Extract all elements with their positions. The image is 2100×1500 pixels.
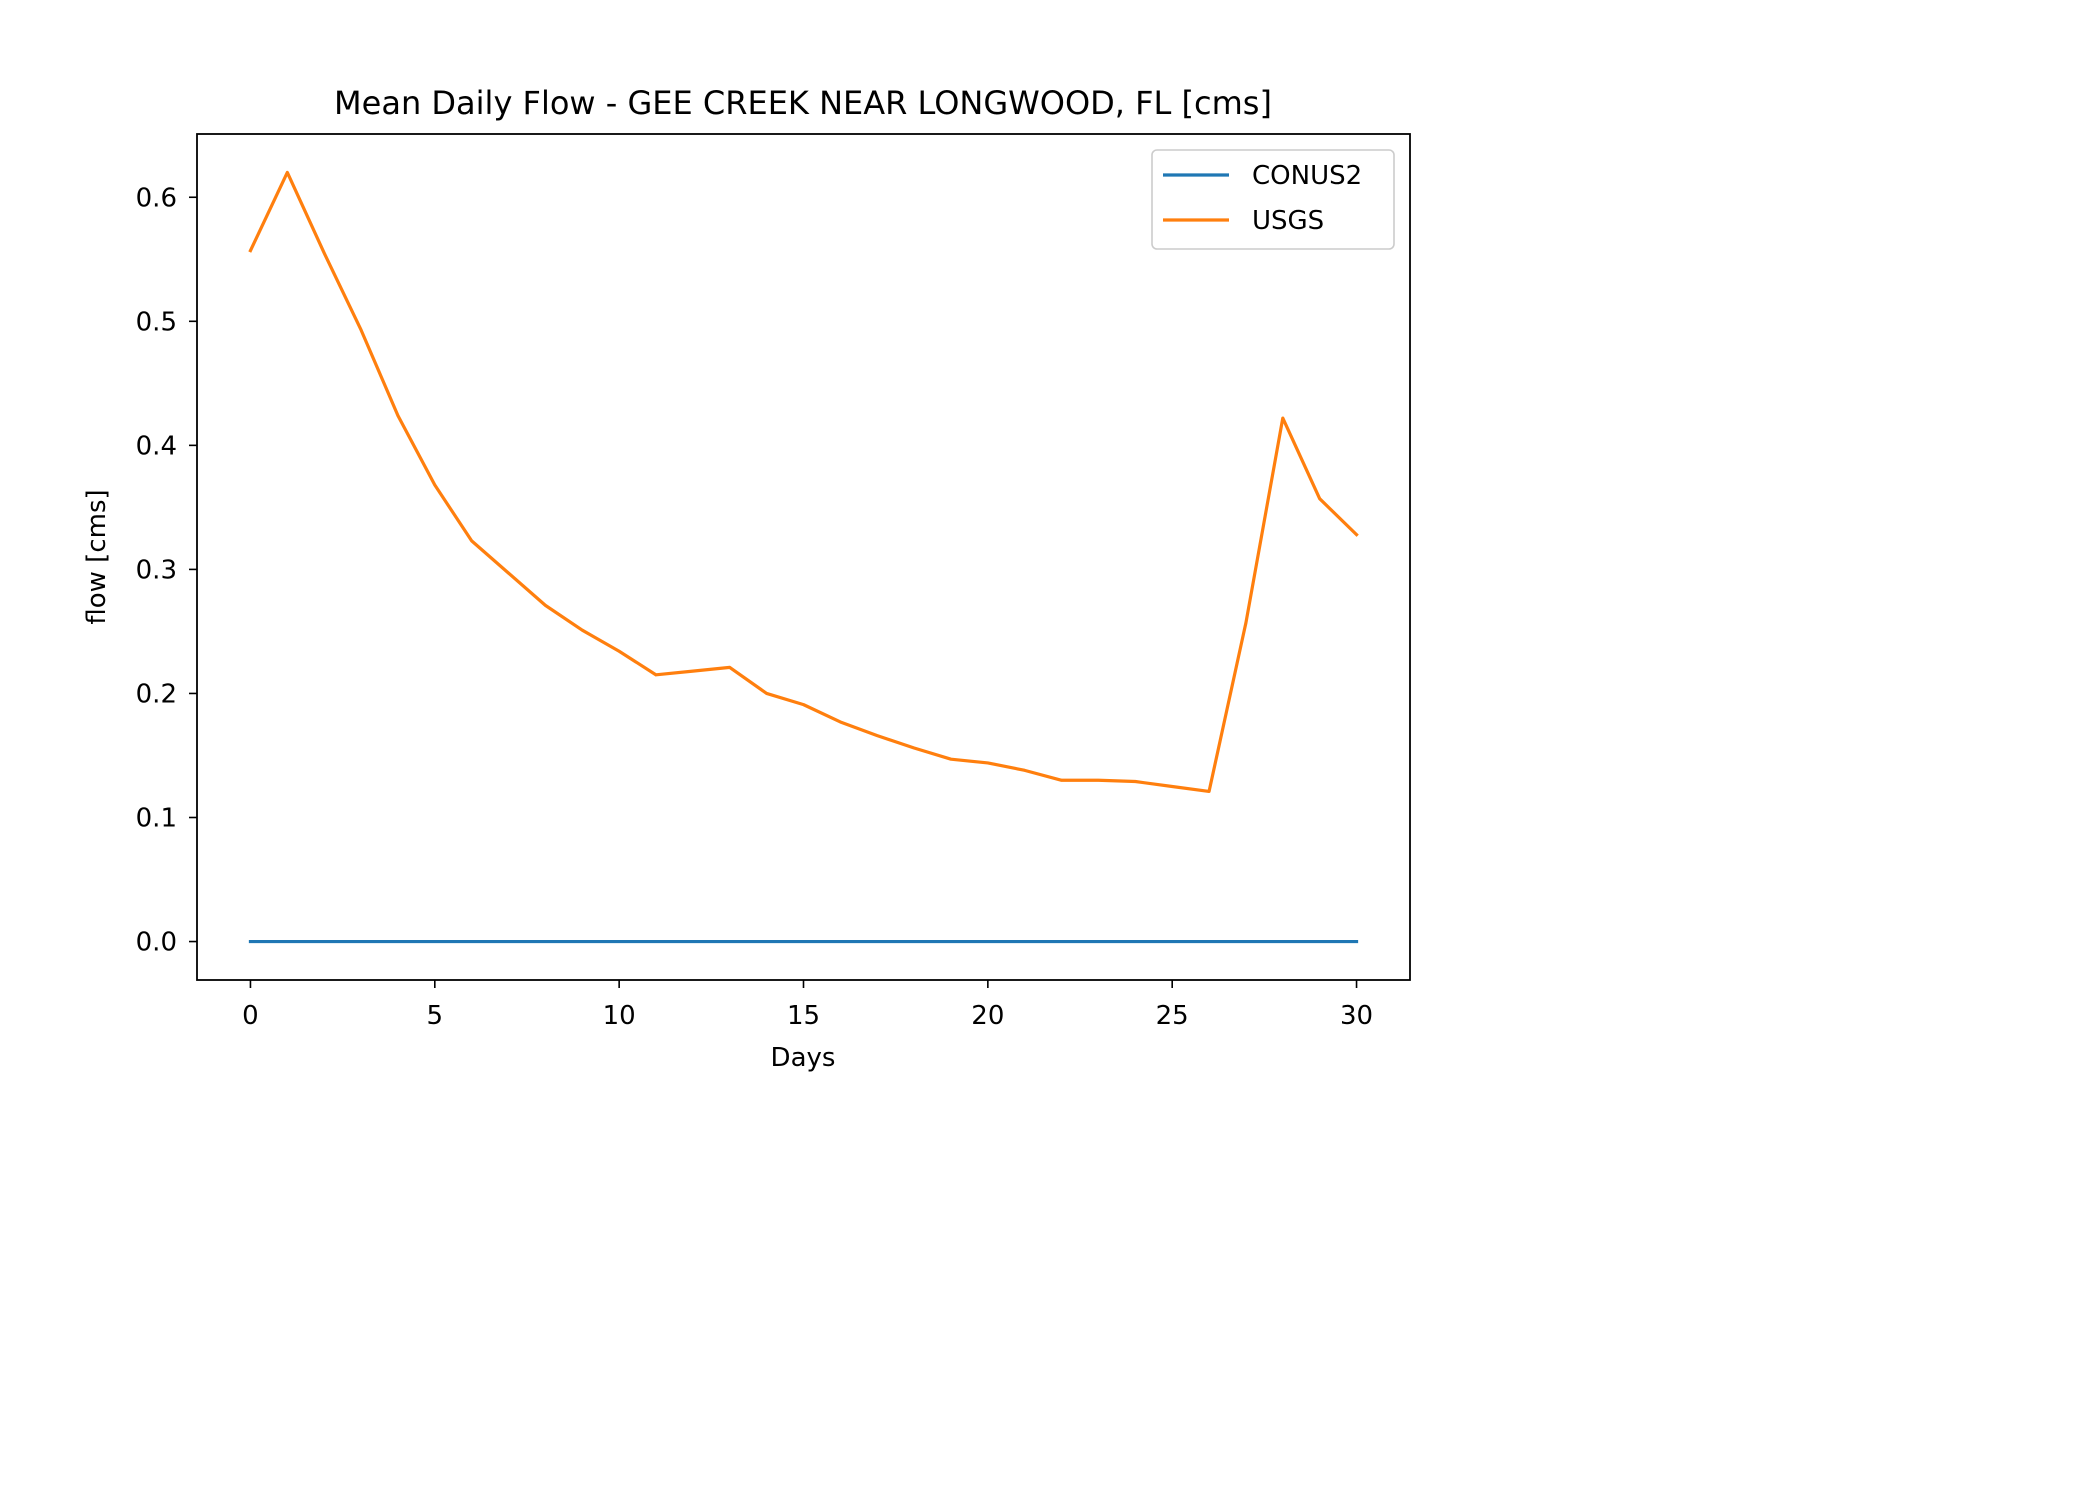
x-tick-label: 30 [1340, 1001, 1373, 1031]
y-axis-label: flow [cms] [82, 489, 112, 624]
data-point-usgs [396, 414, 399, 417]
data-point-conus2 [544, 940, 547, 943]
data-point-conus2 [433, 940, 436, 943]
legend-entries: CONUS2 USGS [1163, 161, 1362, 236]
data-point-usgs [249, 249, 252, 252]
data-point-usgs [507, 572, 510, 575]
data-point-usgs [1060, 779, 1063, 782]
x-tick-label: 15 [787, 1001, 820, 1031]
data-point-conus2 [323, 940, 326, 943]
legend-label-usgs: USGS [1252, 206, 1324, 236]
data-point-conus2 [249, 940, 252, 943]
y-tick-label: 0.2 [136, 679, 177, 709]
x-axis-label: Days [771, 1043, 836, 1073]
data-point-usgs [470, 539, 473, 542]
data-point-usgs [360, 328, 363, 331]
data-point-usgs [1281, 417, 1284, 420]
data-point-conus2 [360, 940, 363, 943]
y-tick-label: 0.0 [136, 928, 177, 958]
data-point-usgs [986, 761, 989, 764]
data-point-usgs [691, 670, 694, 673]
data-point-usgs [1355, 533, 1358, 536]
data-point-usgs [839, 720, 842, 723]
x-tick-label: 0 [242, 1001, 259, 1031]
y-tick-label: 0.1 [136, 803, 177, 833]
data-point-usgs [1171, 785, 1174, 788]
data-point-conus2 [1208, 940, 1211, 943]
data-point-conus2 [728, 940, 731, 943]
data-point-conus2 [470, 940, 473, 943]
data-point-conus2 [1134, 940, 1137, 943]
y-tick-label: 0.3 [136, 555, 177, 585]
data-point-conus2 [507, 940, 510, 943]
x-tick-label: 25 [1156, 1001, 1189, 1031]
x-axis: 0 5 10 15 20 25 30 [242, 980, 1373, 1031]
x-tick-label: 5 [427, 1001, 444, 1031]
plot-background [197, 134, 1410, 980]
data-point-conus2 [618, 940, 621, 943]
data-point-usgs [765, 692, 768, 695]
data-point-usgs [544, 604, 547, 607]
data-point-usgs [1244, 621, 1247, 624]
data-point-usgs [1097, 779, 1100, 782]
data-point-usgs [1318, 497, 1321, 500]
series-layer [248, 170, 1359, 944]
line-chart: Mean Daily Flow - GEE CREEK NEAR LONGWOO… [82, 84, 1411, 1073]
data-point-conus2 [286, 940, 289, 943]
data-point-conus2 [876, 940, 879, 943]
data-point-conus2 [1171, 940, 1174, 943]
data-point-conus2 [655, 940, 658, 943]
data-point-conus2 [1355, 940, 1358, 943]
data-point-conus2 [765, 940, 768, 943]
data-point-conus2 [986, 940, 989, 943]
data-point-usgs [618, 650, 621, 653]
data-point-usgs [1023, 769, 1026, 772]
data-point-conus2 [1318, 940, 1321, 943]
legend: CONUS2 USGS [1151, 149, 1395, 250]
data-point-conus2 [839, 940, 842, 943]
data-point-conus2 [802, 940, 805, 943]
chart-title: Mean Daily Flow - GEE CREEK NEAR LONGWOO… [334, 84, 1272, 122]
x-tick-label: 20 [971, 1001, 1004, 1031]
y-tick-label: 0.5 [136, 307, 177, 337]
data-point-usgs [728, 666, 731, 669]
series-line-usgs [248, 170, 1359, 794]
y-axis: 0.0 0.1 0.2 0.3 0.4 0.5 0.6 [136, 183, 197, 958]
legend-label-conus2: CONUS2 [1252, 161, 1362, 191]
x-tick-label: 10 [603, 1001, 636, 1031]
data-point-usgs [802, 703, 805, 706]
data-point-usgs [1208, 790, 1211, 793]
data-point-conus2 [396, 940, 399, 943]
data-point-conus2 [691, 940, 694, 943]
data-point-usgs [1134, 780, 1137, 783]
data-point-usgs [876, 734, 879, 737]
data-point-conus2 [1097, 940, 1100, 943]
data-point-conus2 [1060, 940, 1063, 943]
data-point-conus2 [1244, 940, 1247, 943]
data-point-usgs [949, 758, 952, 761]
data-point-conus2 [1281, 940, 1284, 943]
data-point-usgs [581, 629, 584, 632]
plot-area [196, 133, 1411, 981]
data-point-usgs [433, 484, 436, 487]
data-point-conus2 [913, 940, 916, 943]
data-point-usgs [913, 747, 916, 750]
y-tick-label: 0.6 [136, 183, 177, 213]
y-tick-label: 0.4 [136, 431, 177, 461]
data-point-conus2 [581, 940, 584, 943]
data-point-usgs [655, 673, 658, 676]
data-point-usgs [323, 252, 326, 255]
figure: Mean Daily Flow - GEE CREEK NEAR LONGWOO… [82, 84, 1411, 1073]
data-point-conus2 [949, 940, 952, 943]
data-point-conus2 [1023, 940, 1026, 943]
data-point-usgs [286, 171, 289, 174]
